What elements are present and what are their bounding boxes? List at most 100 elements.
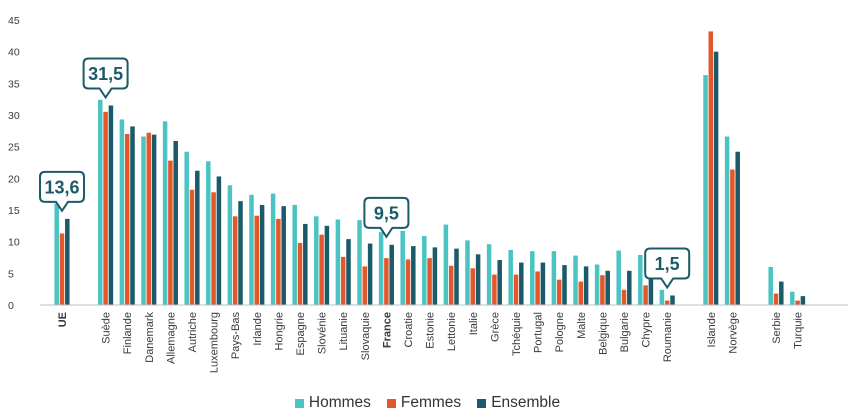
bar-ensemble bbox=[324, 225, 330, 305]
bar-femmes bbox=[319, 234, 324, 305]
bar-ensemble bbox=[627, 270, 632, 305]
callout-value: 1,5 bbox=[655, 254, 680, 274]
bar-hommes bbox=[659, 289, 665, 305]
x-tick-label: Islande bbox=[706, 312, 718, 347]
bar-femmes bbox=[189, 189, 195, 305]
bar-ensemble bbox=[540, 262, 546, 305]
legend-swatch-femmes bbox=[386, 398, 396, 408]
x-tick-label: Portugal bbox=[533, 312, 545, 353]
bar-ensemble bbox=[497, 260, 502, 305]
bar-hommes bbox=[400, 230, 405, 305]
x-tick-label: Espagne bbox=[295, 312, 307, 355]
bar-ensemble bbox=[735, 151, 740, 305]
bar-chart: 0 5 10 15 20 25 30 35 40 45 UE Suède Finlande Danema… bbox=[8, 15, 848, 373]
bar-ensemble bbox=[583, 266, 589, 305]
x-tick-label: Pays-Bas bbox=[230, 312, 242, 360]
bar-ensemble bbox=[281, 206, 286, 305]
x-tick-label: Autriche bbox=[187, 312, 199, 352]
bar-femmes bbox=[621, 289, 627, 305]
x-tick-label: Irlande bbox=[252, 312, 264, 346]
x-tick-label: Lituanie bbox=[338, 312, 350, 351]
bar-hommes bbox=[465, 240, 470, 305]
bar-hommes bbox=[227, 185, 233, 305]
y-tick-label: 25 bbox=[8, 142, 20, 154]
y-tick-label: 5 bbox=[8, 268, 14, 280]
bar-ensemble bbox=[151, 134, 157, 305]
bar-femmes bbox=[448, 265, 454, 305]
bar-femmes bbox=[470, 268, 476, 305]
x-tick-label: France bbox=[381, 312, 393, 348]
legend: Hommes Femmes Ensemble bbox=[0, 394, 855, 412]
bar-hommes bbox=[141, 136, 146, 305]
bar-ensemble bbox=[713, 51, 719, 305]
bar-femmes bbox=[773, 293, 779, 305]
bar-hommes bbox=[551, 251, 557, 305]
bar-femmes bbox=[146, 132, 152, 305]
y-tick-label: 40 bbox=[8, 47, 20, 59]
bar-hommes bbox=[378, 232, 384, 305]
bar-hommes bbox=[314, 216, 319, 305]
y-axis: 0 5 10 15 20 25 30 35 40 45 bbox=[8, 15, 20, 312]
bar-femmes bbox=[708, 31, 714, 306]
bar-hommes bbox=[768, 267, 773, 305]
bar-femmes bbox=[276, 218, 281, 305]
bar-ensemble bbox=[670, 295, 675, 305]
y-tick-label: 35 bbox=[8, 78, 20, 90]
y-tick-label: 0 bbox=[8, 300, 14, 312]
x-tick-label: Finlande bbox=[122, 312, 134, 354]
bar-ensemble bbox=[389, 244, 394, 305]
y-tick-label: 20 bbox=[8, 173, 20, 185]
x-tick-label: Estonie bbox=[425, 312, 437, 349]
bar-femmes bbox=[168, 160, 173, 305]
bar-hommes bbox=[357, 220, 362, 305]
callout-bubble bbox=[82, 57, 129, 100]
bar-femmes bbox=[297, 242, 303, 305]
bar-hommes bbox=[184, 151, 189, 305]
callout-value: 13,6 bbox=[44, 177, 79, 197]
x-tick-label: Allemagne bbox=[165, 312, 177, 364]
bar-ensemble bbox=[108, 105, 114, 305]
bar-ensemble bbox=[130, 126, 135, 306]
bar-hommes bbox=[249, 194, 254, 305]
bar-hommes bbox=[422, 235, 427, 305]
bar-femmes bbox=[730, 169, 735, 305]
x-tick-label: Suède bbox=[101, 312, 113, 344]
bar-femmes bbox=[513, 274, 519, 305]
x-tick-label: Serbie bbox=[771, 312, 783, 344]
bar-hommes bbox=[98, 99, 103, 305]
bar-hommes bbox=[486, 244, 492, 305]
bar-hommes bbox=[573, 255, 578, 305]
legend-swatch-hommes bbox=[294, 398, 304, 408]
x-tick-label: Croatie bbox=[403, 312, 415, 347]
bar-series-group bbox=[54, 31, 806, 306]
bar-ensemble bbox=[195, 170, 200, 305]
x-tick-label: UE bbox=[57, 312, 69, 327]
bar-ensemble bbox=[216, 176, 222, 305]
x-tick-label: Slovaquie bbox=[360, 312, 372, 360]
bar-femmes bbox=[103, 111, 108, 305]
bar-hommes bbox=[270, 193, 276, 305]
bar-hommes bbox=[638, 254, 643, 305]
legend-swatch-ensemble bbox=[477, 398, 487, 408]
bar-femmes bbox=[600, 275, 605, 305]
bar-femmes bbox=[795, 300, 800, 305]
bar-ensemble bbox=[303, 223, 308, 305]
x-tick-label: Lettonie bbox=[446, 312, 458, 351]
bar-hommes bbox=[594, 264, 600, 305]
callout-bubble bbox=[644, 247, 691, 290]
bar-hommes bbox=[703, 75, 708, 305]
x-tick-label: Pologne bbox=[554, 312, 566, 352]
bar-femmes bbox=[578, 281, 584, 305]
x-tick-label: Hongrie bbox=[273, 312, 285, 351]
bar-femmes bbox=[59, 233, 65, 305]
bar-ensemble bbox=[346, 239, 351, 305]
bar-ensemble bbox=[238, 201, 243, 305]
bar-ensemble bbox=[432, 247, 438, 305]
callout-value: 9,5 bbox=[374, 203, 399, 223]
bar-femmes bbox=[254, 215, 260, 305]
bar-ensemble bbox=[173, 140, 178, 305]
bar-ensemble bbox=[800, 296, 806, 305]
bar-ensemble bbox=[519, 262, 524, 305]
x-tick-label: Tchéquie bbox=[511, 312, 523, 356]
bar-femmes bbox=[643, 285, 648, 305]
